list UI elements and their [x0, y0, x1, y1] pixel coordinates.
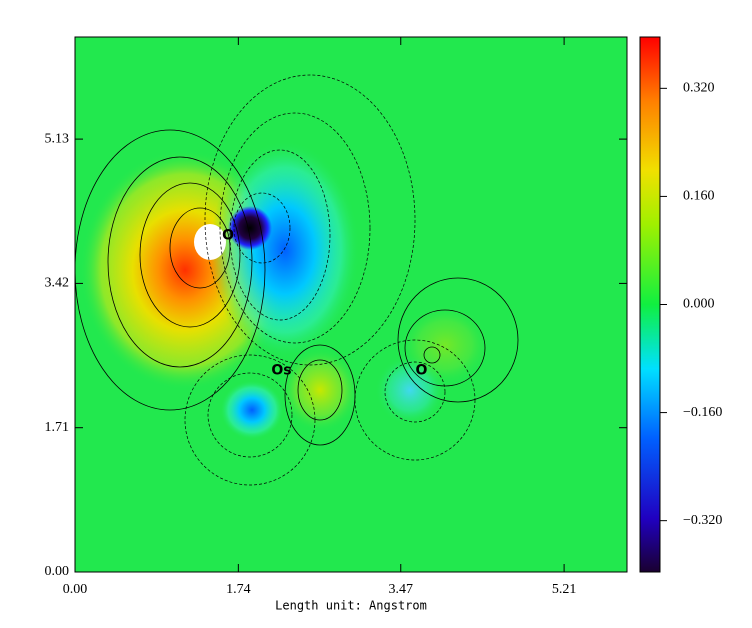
x-tick-label: 5.21 [552, 582, 577, 597]
contour-line [384, 361, 446, 423]
contour-line [284, 344, 356, 446]
colorbar-tick-label: 0.160 [683, 189, 715, 204]
positive-lobe [400, 305, 490, 385]
contour-line [297, 359, 343, 421]
atom-label: O [222, 227, 234, 243]
colorbar-tick-label: 0.320 [683, 81, 715, 96]
contour-line [219, 112, 371, 344]
positive-core [194, 224, 226, 260]
y-tick-label: 3.42 [45, 276, 70, 291]
negative-lobe [220, 380, 284, 440]
dashed-contours [184, 74, 476, 486]
contour-line [423, 346, 441, 364]
contour-line [397, 277, 519, 403]
plot-frame [74, 36, 628, 573]
colorbar [639, 36, 661, 573]
x-tick-label: 3.47 [389, 582, 414, 597]
contour-line [204, 74, 416, 366]
x-axis-label: Length unit: Angstrom [275, 599, 427, 613]
atom-label: O [415, 362, 427, 378]
negative-lobe [210, 140, 360, 360]
contour-line [75, 129, 266, 411]
y-tick-label: 5.13 [45, 131, 70, 146]
positive-lobe [280, 348, 360, 432]
x-tick-label: 1.74 [226, 582, 251, 597]
atom-label: Os [271, 362, 291, 378]
contour-line [404, 309, 486, 387]
y-tick-label: 0.00 [45, 564, 70, 579]
contour-line [233, 192, 291, 264]
y-tick-label: 1.71 [45, 420, 70, 435]
contour-line [139, 182, 241, 328]
negative-core [228, 206, 272, 250]
contour-line [354, 339, 476, 461]
colorbar-tick-label: 0.000 [683, 297, 715, 312]
contours [75, 129, 519, 446]
colorbar-tick-label: −0.160 [683, 405, 722, 420]
contour-line [207, 372, 293, 458]
contour-line [229, 149, 331, 321]
contour-line [107, 156, 253, 368]
contour-line [184, 354, 316, 486]
colorbar-tick-label: −0.320 [683, 513, 722, 528]
contour-line [169, 207, 231, 289]
x-tick-label: 0.00 [63, 582, 88, 597]
field [75, 37, 627, 572]
